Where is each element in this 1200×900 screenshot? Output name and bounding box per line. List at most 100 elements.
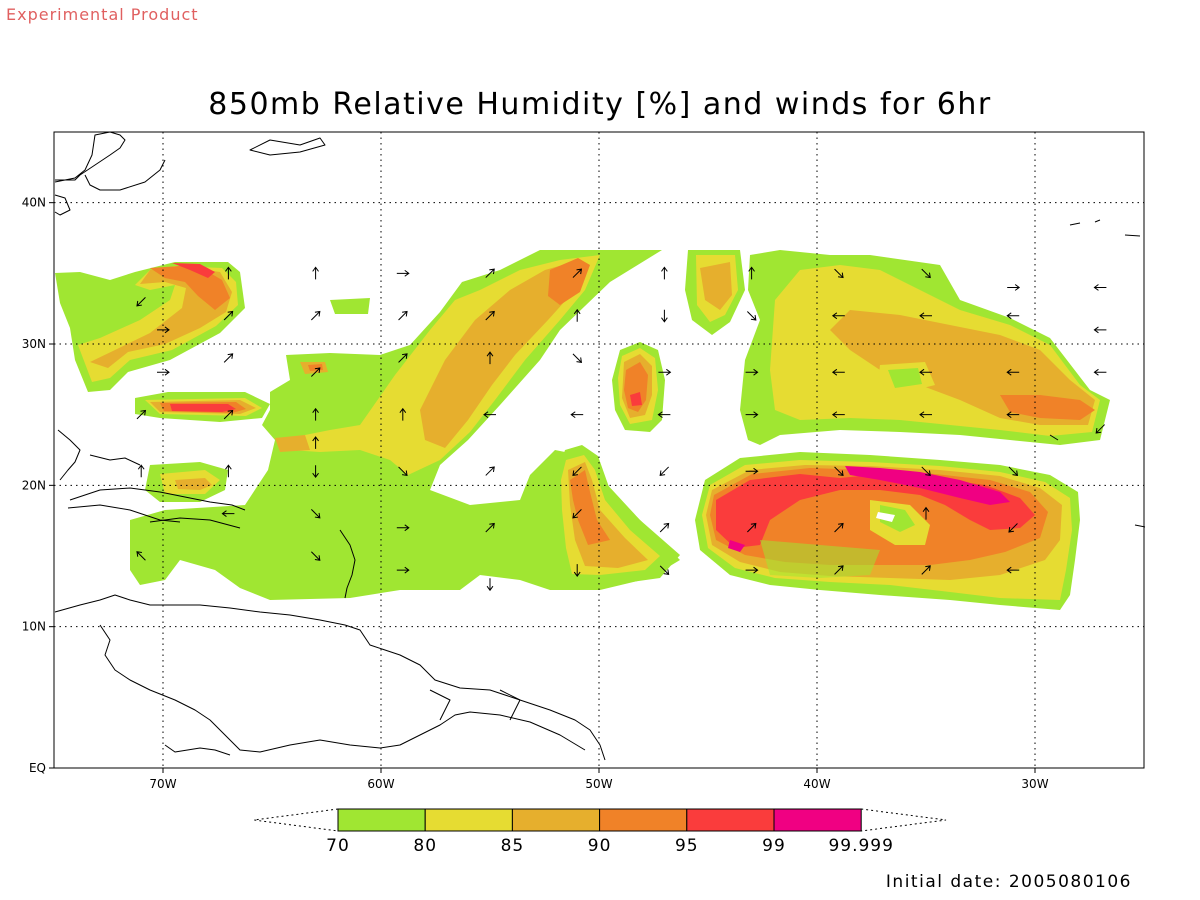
colorbar-swatch [686, 808, 775, 832]
wind-vectors [136, 266, 1107, 592]
wind-arrow [398, 466, 408, 477]
wind-arrow [483, 411, 496, 419]
wind-arrow [1093, 284, 1107, 291]
wind-arrow [661, 266, 668, 280]
wind-arrow [486, 578, 494, 592]
wind-arrow [1008, 466, 1019, 477]
rh-region-90 [624, 362, 648, 412]
colorbar-swatch [511, 808, 601, 832]
rh-region-70 [760, 540, 880, 578]
wind-arrow [1006, 566, 1020, 574]
wind-arrow [572, 268, 583, 278]
wind-arrow [919, 411, 932, 419]
rh-region-70 [888, 368, 922, 388]
wind-arrow [398, 310, 408, 321]
rh-region-90 [570, 470, 610, 545]
colorbar-swatch [337, 808, 426, 832]
wind-arrow [312, 407, 319, 421]
colorbar-swatch [773, 808, 862, 832]
wind-arrow [921, 466, 931, 477]
wind-arrow [311, 509, 321, 519]
wind-arrow [221, 510, 235, 517]
x-tick-label: 50W [585, 777, 612, 791]
colorbar-swatch [599, 808, 688, 832]
wind-arrow [223, 353, 234, 363]
wind-arrow [747, 522, 757, 533]
y-tick-label: 40N [22, 196, 46, 210]
wind-arrow [157, 368, 170, 376]
wind-arrow [136, 551, 146, 561]
wind-arrow [311, 551, 321, 561]
wind-arrow [659, 565, 670, 575]
wind-arrow [1093, 368, 1107, 376]
experimental-label: Experimental Product [6, 5, 199, 24]
rh-region-70 [880, 505, 915, 532]
wind-arrow [398, 353, 408, 363]
wind-arrow [311, 310, 321, 321]
wind-arrow [485, 268, 495, 278]
wind-arrow [225, 464, 232, 478]
y-tick-label: 30N [22, 337, 46, 351]
wind-arrow [223, 310, 234, 321]
rh-region-80 [330, 298, 370, 314]
rh-region-background [876, 512, 895, 522]
rh-region-90 [1000, 395, 1095, 420]
wind-arrow [225, 266, 232, 280]
wind-arrow [137, 464, 145, 478]
wind-arrow [396, 524, 410, 532]
wind-arrow [831, 312, 845, 320]
wind-arrow [312, 465, 319, 479]
wind-arrow [658, 368, 672, 376]
wind-arrow [572, 353, 583, 363]
humidity-field [55, 250, 1110, 610]
x-tick-label: 60W [367, 777, 394, 791]
wind-arrow [485, 310, 495, 321]
rh-region-95 [630, 392, 642, 406]
wind-arrow [486, 351, 494, 365]
colorbar-swatch [424, 808, 513, 832]
colorbar-level-label: 70 [326, 836, 350, 856]
axis-ticks: 70W 60W 50W 40W 30W EQ 10N 20N 30N 40N [22, 196, 1049, 791]
wind-arrow [572, 509, 582, 519]
x-tick-label: 40W [803, 777, 830, 791]
colorbar-low-extension [253, 808, 339, 832]
colorbar-level-label: 90 [588, 836, 612, 856]
rh-region-85 [700, 262, 732, 310]
wind-arrow [1006, 411, 1020, 419]
wind-arrow [1008, 523, 1018, 533]
wind-arrow [570, 411, 584, 419]
rh-region-95 [170, 404, 236, 412]
map-frame [53, 131, 1145, 769]
wind-arrow [659, 466, 669, 477]
map-plot-area [53, 131, 1146, 769]
wind-arrow [573, 564, 581, 577]
wind-arrow [831, 411, 845, 419]
wind-arrow [312, 436, 319, 449]
wind-arrow [834, 565, 844, 575]
wind-arrow [136, 409, 147, 420]
wind-arrow [745, 467, 759, 475]
rh-region-90 [150, 266, 230, 310]
wind-arrow [659, 522, 670, 533]
wind-arrow [157, 326, 170, 334]
wind-arrow [661, 309, 668, 323]
colorbar-level-label: 95 [675, 836, 699, 856]
rh-region-85 [175, 478, 212, 490]
rh-region-85 [420, 260, 580, 448]
wind-arrow [485, 466, 495, 476]
wind-arrow [1006, 368, 1020, 376]
wind-arrow [657, 411, 671, 419]
wind-arrow [311, 367, 321, 377]
map-title: 850mb Relative Humidity [%] and winds fo… [208, 87, 991, 122]
wind-arrow [745, 566, 759, 574]
wind-arrow [136, 297, 146, 307]
graticule [54, 132, 1144, 768]
wind-arrow [748, 266, 755, 280]
colorbar-level-label: 99 [762, 836, 786, 856]
colorbar: 70 80 85 90 95 99 99.999 [253, 808, 947, 856]
wind-arrow [1006, 312, 1020, 320]
wind-arrow [834, 268, 844, 279]
wind-arrow [745, 411, 759, 419]
wind-arrow [747, 311, 757, 321]
